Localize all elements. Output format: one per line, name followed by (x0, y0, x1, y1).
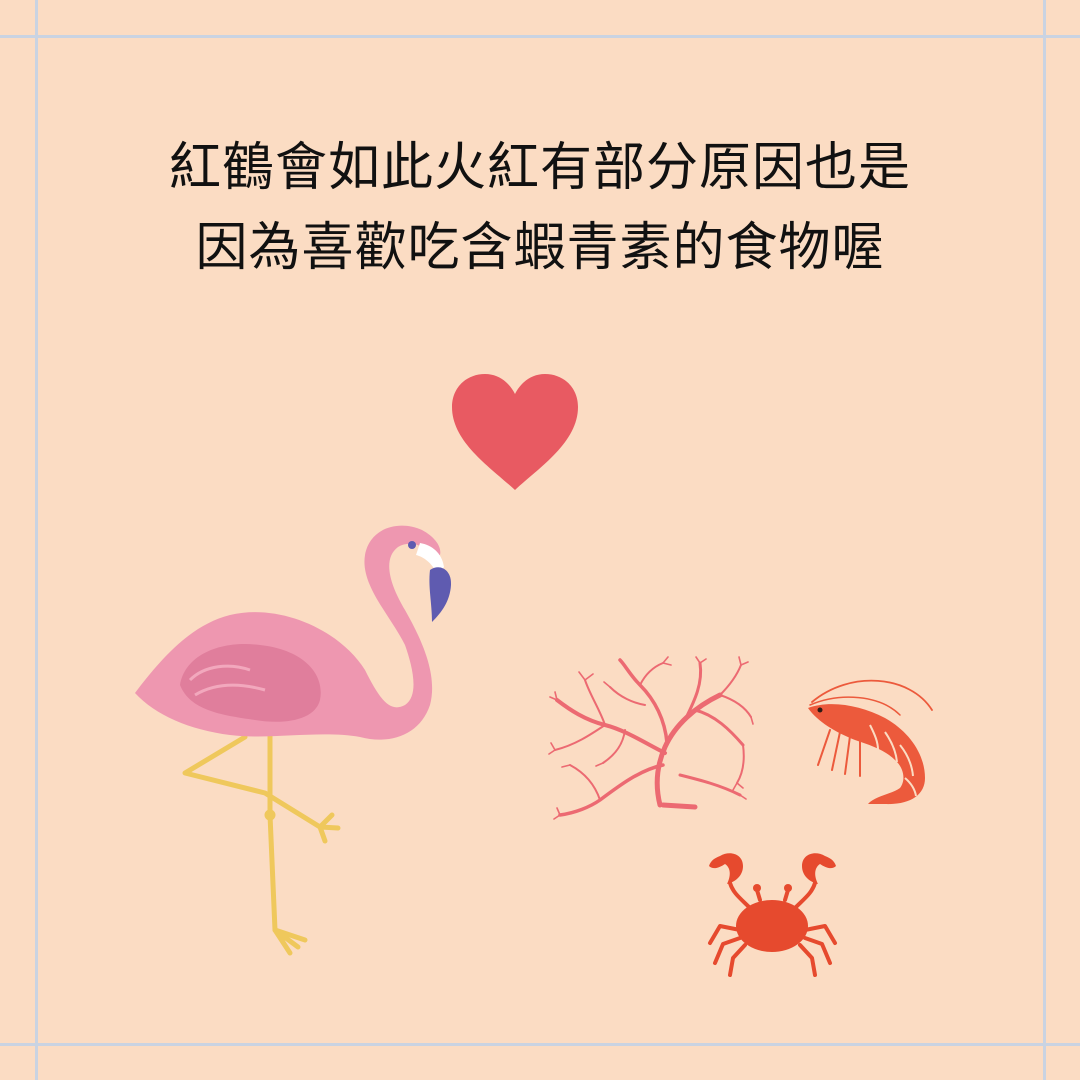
shrimp-icon (808, 679, 933, 805)
caption-line-2: 因為喜歡吃含蝦青素的食物喔 (195, 218, 885, 278)
flamingo-icon (135, 525, 452, 956)
grid-line-right (1043, 0, 1046, 1080)
grid-line-top (0, 35, 1080, 38)
caption-line-1: 紅鶴會如此火紅有部分原因也是 (168, 138, 911, 198)
crab-icon (708, 853, 837, 977)
caption: 紅鶴會如此火紅有部分原因也是 因為喜歡吃含蝦青素的食物喔 (0, 128, 1080, 288)
grid-line-bottom (0, 1043, 1080, 1046)
grid-line-left (35, 0, 38, 1080)
seaweed-icon (548, 656, 754, 820)
heart-icon (452, 374, 578, 490)
